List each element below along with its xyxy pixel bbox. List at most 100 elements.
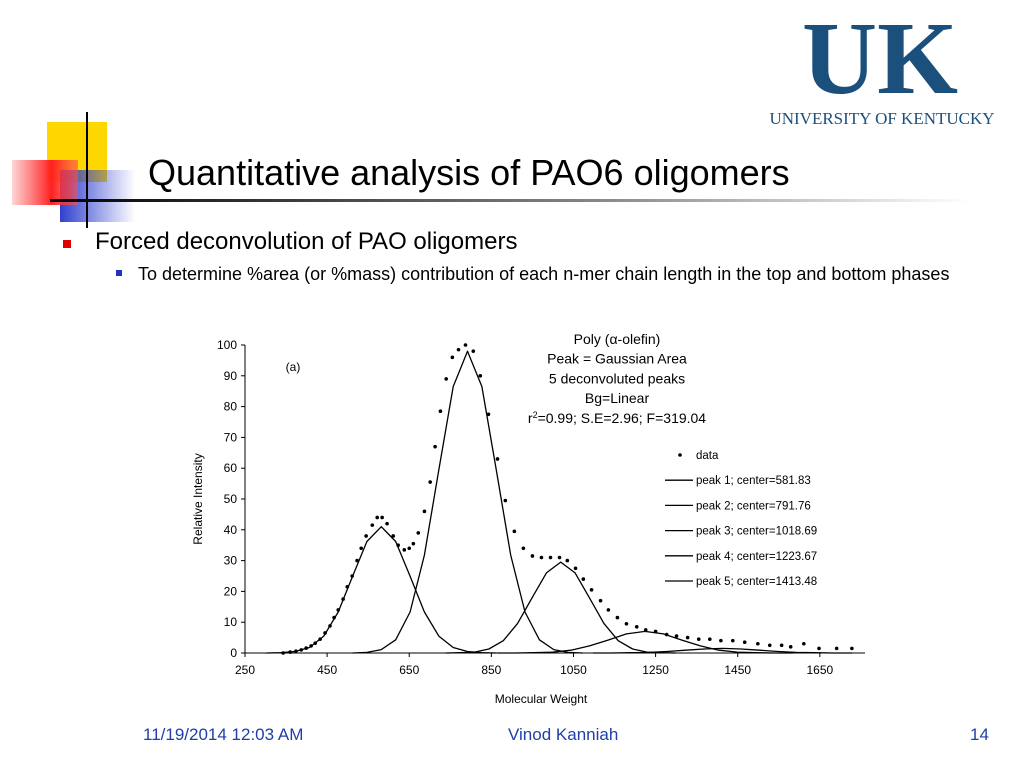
y-tick-label: 70 xyxy=(224,430,238,444)
annotation: Peak = Gaussian Area xyxy=(547,351,687,367)
peak-curve xyxy=(497,630,793,654)
y-tick-label: 60 xyxy=(224,461,238,475)
data-point xyxy=(450,355,455,360)
footer-page: 14 xyxy=(970,725,989,744)
data-point xyxy=(380,515,384,520)
fit-rest: =0.99; S.E=2.96; F=319.04 xyxy=(538,410,707,426)
peak-curve xyxy=(352,350,583,654)
peak-curve xyxy=(593,647,852,654)
data-point xyxy=(779,643,784,648)
data-point xyxy=(433,444,437,449)
legend-symbol xyxy=(678,453,682,457)
fit-r: r xyxy=(528,410,533,426)
x-axis-label: Molecular Weight xyxy=(495,692,588,706)
logo-letters: UK xyxy=(802,1,958,116)
legend-label: peak 4; center=1223.67 xyxy=(696,551,817,563)
panel-label: (a) xyxy=(286,360,301,374)
data-point xyxy=(615,615,620,620)
legend-label: peak 3; center=1018.69 xyxy=(696,526,817,538)
data-point xyxy=(581,577,586,581)
peak-curve xyxy=(445,561,676,654)
deco-red xyxy=(12,160,78,205)
data-point xyxy=(730,638,735,643)
data-point xyxy=(478,374,483,378)
y-axis-label: Relative Intensity xyxy=(191,453,205,544)
legend-label: peak 5; center=1413.48 xyxy=(696,576,817,588)
legend-label: peak 2; center=791.76 xyxy=(696,500,811,512)
logo-name: UNIVERSITY OF KENTUCKY xyxy=(769,109,994,128)
deco-hline xyxy=(50,199,970,202)
data-point xyxy=(359,546,363,551)
chart: 0 10 20 30 40 50 60 70 80 90 100 250 450 650 850 1050 12… xyxy=(191,331,865,706)
data-point xyxy=(767,643,772,648)
data-point xyxy=(456,347,461,352)
data-point xyxy=(411,541,416,546)
y-tick-label: 30 xyxy=(224,554,238,568)
y-tick-label: 0 xyxy=(230,646,237,660)
y-tick-label: 40 xyxy=(224,523,238,537)
data-point xyxy=(428,480,432,484)
x-tick-label: 1650 xyxy=(806,663,833,677)
data-point xyxy=(548,555,553,560)
data-point xyxy=(539,555,544,560)
data-point xyxy=(385,521,389,526)
y-tick-label: 20 xyxy=(224,584,238,598)
data-point xyxy=(416,531,421,535)
data-point xyxy=(606,608,611,612)
data-point xyxy=(850,646,854,651)
legend-label: data xyxy=(696,450,719,462)
data-point xyxy=(685,635,690,640)
data-point xyxy=(364,534,368,538)
y-tick-label: 90 xyxy=(224,369,238,383)
y-tick-label: 100 xyxy=(217,338,237,352)
data-point xyxy=(634,625,639,629)
footer-date: 11/19/2014 12:03 AM xyxy=(143,725,304,744)
fit-sup: 2 xyxy=(533,410,538,420)
data-point xyxy=(557,555,562,560)
data-point xyxy=(512,529,517,534)
data-point xyxy=(471,349,476,353)
data-point xyxy=(503,498,508,503)
x-tick-label: 1050 xyxy=(560,663,587,677)
data-point xyxy=(624,621,629,626)
data-point xyxy=(530,554,535,558)
data-point xyxy=(495,457,500,461)
data-point xyxy=(486,412,491,417)
data-point xyxy=(719,638,723,643)
x-tick-label: 1450 xyxy=(724,663,751,677)
data-point xyxy=(707,637,712,641)
x-tick-label: 450 xyxy=(317,663,337,677)
data-point xyxy=(802,641,806,646)
data-point xyxy=(589,588,594,592)
data-point xyxy=(444,377,448,381)
y-tick-label: 50 xyxy=(224,492,238,506)
annotation: Bg=Linear xyxy=(585,390,650,406)
annotation: Poly (α-olefin) xyxy=(574,331,661,347)
footer-author: Vinod Kanniah xyxy=(508,725,619,744)
data-point xyxy=(422,509,427,514)
legend-label: peak 1; center=581.83 xyxy=(696,475,811,487)
data-point xyxy=(402,548,407,552)
data-point xyxy=(817,646,821,651)
data-point xyxy=(565,558,570,563)
data-point xyxy=(742,640,747,645)
data-point xyxy=(756,641,760,646)
data-point xyxy=(438,409,443,414)
bullet-text: Forced deconvolution of PAO oligomers xyxy=(95,228,518,255)
peak-curve xyxy=(266,526,497,654)
data-point xyxy=(463,343,468,347)
data-point xyxy=(521,546,526,551)
data-point xyxy=(573,566,578,571)
x-tick-label: 850 xyxy=(481,663,501,677)
y-tick-label: 80 xyxy=(224,400,238,414)
y-tick-label: 10 xyxy=(224,615,238,629)
data-point xyxy=(407,546,412,551)
data-point xyxy=(788,645,793,649)
fit-stats: r2=0.99; S.E=2.96; F=319.04 xyxy=(528,410,706,426)
sub-bullet-text: To determine %area (or %mass) contributi… xyxy=(138,264,950,284)
data-point xyxy=(696,637,701,641)
data-point xyxy=(375,515,380,520)
data-point xyxy=(391,534,396,538)
